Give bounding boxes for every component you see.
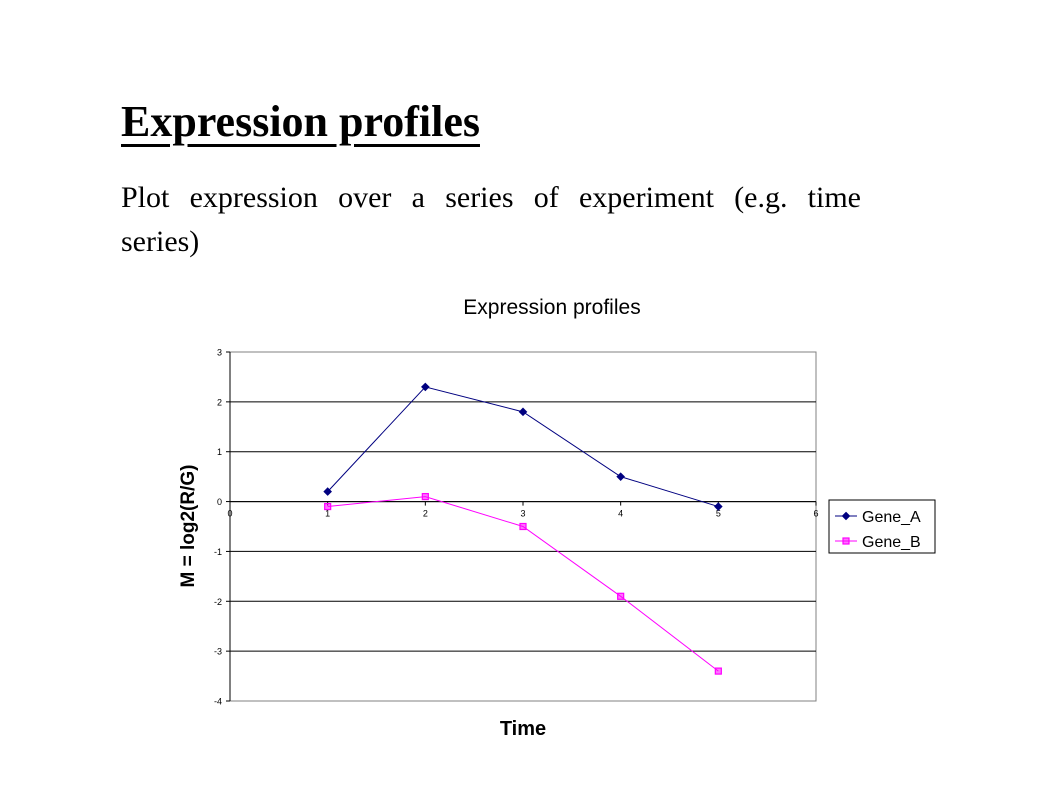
x-tick-label: 1	[325, 509, 330, 519]
legend-label-gene-b: Gene_B	[862, 534, 921, 551]
y-tick-label: -1	[214, 547, 222, 557]
axes	[229, 352, 816, 701]
slide-body-text: Plot expression over a series of experim…	[121, 181, 861, 258]
y-tick-label: -4	[214, 697, 222, 707]
data-point-gene-b	[714, 667, 722, 675]
y-tick-label: 2	[217, 397, 222, 407]
x-tick-label: 0	[227, 509, 232, 519]
data-point-gene-b	[519, 522, 527, 531]
series-layer	[323, 382, 723, 675]
data-point-gene-a	[421, 382, 430, 392]
y-tick-label: -3	[214, 647, 222, 657]
x-tick-label: 3	[520, 509, 525, 519]
data-point-gene-a	[616, 472, 625, 481]
data-point-gene-b	[324, 502, 332, 511]
slide-title: Expression profiles	[121, 97, 480, 146]
data-point-gene-b	[421, 492, 429, 501]
x-tick-label: 2	[423, 509, 428, 519]
chart-svg: Expression profiles 3 2 1 0 -1 -2 -3 -4 0 1 2 3 4 5 6…	[178, 296, 936, 740]
y-axis-ticks: 3 2 1 0 -1 -2 -3 -4	[214, 348, 230, 707]
x-axis-label: Time	[500, 718, 546, 740]
y-tick-label: 3	[217, 348, 222, 358]
data-point-gene-a	[323, 487, 332, 496]
legend-marker-gene-b	[842, 537, 850, 545]
x-tick-label: 4	[618, 509, 623, 519]
y-tick-label: -2	[214, 597, 222, 607]
x-tick-label: 5	[716, 509, 721, 519]
y-tick-label: 1	[217, 447, 222, 457]
y-tick-label: 0	[217, 497, 222, 507]
chart-title: Expression profiles	[463, 296, 640, 319]
legend: Gene_A Gene_B	[828, 499, 936, 554]
y-axis-label: M = log2(R/G)	[178, 465, 199, 588]
data-point-gene-b	[617, 592, 625, 600]
data-point-gene-a	[714, 502, 723, 511]
x-axis-ticks: 0 1 2 3 4 5 6	[227, 501, 819, 519]
data-point-gene-a	[518, 407, 528, 417]
legend-marker-gene-a	[841, 511, 851, 521]
expression-chart: Expression profiles 3 2 1 0 -1 -2 -3 -4 0 1 2 3 4 5 6…	[160, 285, 960, 755]
legend-label-gene-a: Gene_A	[862, 509, 921, 526]
x-tick-label: 6	[813, 509, 818, 519]
